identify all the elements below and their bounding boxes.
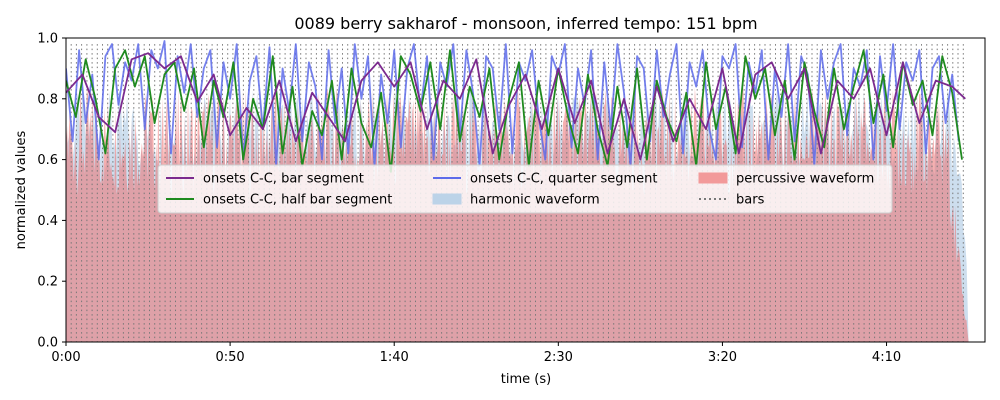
- x-axis: 0:00 0:50 1:40 2:30 3:20 4:10: [51, 342, 901, 365]
- y-tick-label: 1.0: [37, 32, 58, 47]
- series-line-quarter-segment: [66, 40, 960, 167]
- plot-area: [66, 40, 969, 342]
- percussive-waveform: [66, 87, 969, 342]
- legend-swatch: [432, 193, 462, 205]
- x-tick-label: 0:00: [51, 350, 80, 365]
- legend-label: harmonic waveform: [470, 193, 600, 208]
- series-lines: [66, 40, 966, 173]
- x-tick-label: 4:10: [872, 350, 901, 365]
- y-axis: 0.0 0.2 0.4 0.6 0.8 1.0: [37, 32, 66, 351]
- x-axis-label: time (s): [501, 372, 551, 387]
- x-tick-label: 1:40: [380, 350, 409, 365]
- y-tick-label: 0.0: [37, 336, 58, 351]
- y-axis-label: normalized values: [14, 130, 29, 249]
- y-tick-label: 0.8: [37, 92, 58, 107]
- legend-item: onsets C-C, half bar segment: [166, 193, 392, 208]
- y-tick-label: 0.6: [37, 153, 58, 168]
- legend-label: onsets C-C, bar segment: [203, 172, 364, 187]
- legend-item: percussive waveform: [698, 172, 874, 187]
- series-line-half-bar-segment: [66, 49, 963, 173]
- legend: onsets C-C, bar segment onsets C-C, half …: [157, 164, 893, 214]
- y-tick-label: 0.2: [37, 275, 58, 290]
- series-line-bar-segment: [66, 52, 966, 161]
- legend-item: onsets C-C, quarter segment: [433, 172, 657, 187]
- plot-frame: [65, 37, 986, 343]
- legend-label: percussive waveform: [736, 172, 874, 187]
- legend-item: harmonic waveform: [432, 193, 600, 208]
- x-tick-label: 2:30: [544, 350, 573, 365]
- chart-title: 0089 berry sakharof - monsoon, inferred …: [294, 14, 757, 33]
- legend-item: onsets C-C, bar segment: [166, 172, 364, 187]
- legend-label: onsets C-C, half bar segment: [203, 193, 392, 208]
- x-tick-label: 0:50: [216, 350, 245, 365]
- legend-item: bars: [699, 193, 765, 208]
- legend-swatch: [698, 172, 728, 184]
- legend-label: onsets C-C, quarter segment: [470, 172, 657, 187]
- y-tick-label: 0.4: [37, 214, 58, 229]
- x-tick-label: 3:20: [708, 350, 737, 365]
- legend-label: bars: [736, 193, 765, 208]
- percussive-waveform-area: [66, 87, 969, 342]
